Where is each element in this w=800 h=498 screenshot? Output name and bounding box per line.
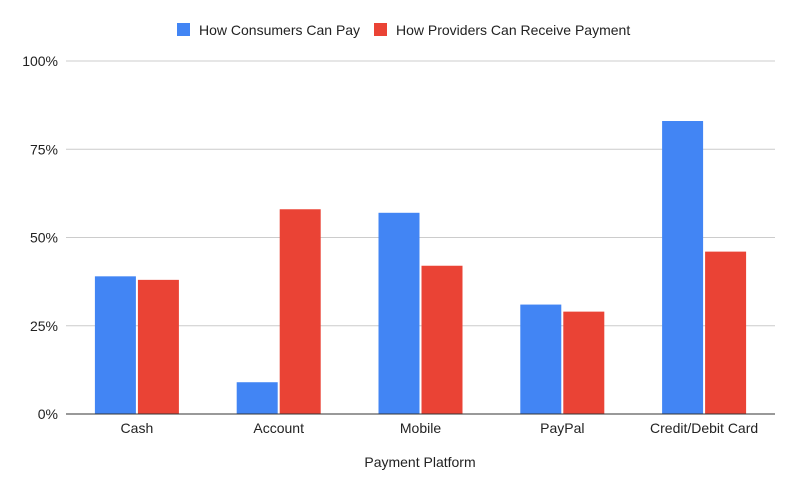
legend-label-consumers: How Consumers Can Pay: [199, 22, 360, 38]
legend: How Consumers Can Pay How Providers Can …: [177, 22, 630, 38]
bar-providers: [705, 251, 747, 414]
y-tick-label: 50%: [30, 230, 58, 246]
bar-consumers: [236, 382, 278, 414]
bar-providers: [563, 311, 605, 414]
y-tick-label: 100%: [22, 53, 58, 69]
legend-swatch-providers: [374, 23, 387, 36]
bar-consumers: [662, 121, 704, 414]
legend-swatch-consumers: [177, 23, 190, 36]
x-tick-label: PayPal: [540, 420, 584, 436]
x-axis-title: Payment Platform: [364, 454, 475, 470]
x-tick-label: Credit/Debit Card: [650, 420, 758, 436]
x-tick-label: Mobile: [400, 420, 441, 436]
y-axis-ticks: 0% 25% 50% 75% 100%: [22, 53, 58, 422]
bar-consumers: [94, 276, 136, 414]
legend-label-providers: How Providers Can Receive Payment: [396, 22, 630, 38]
x-tick-label: Account: [253, 420, 304, 436]
x-axis-ticks: Cash Account Mobile PayPal Credit/Debit Card: [121, 420, 759, 436]
bars: [94, 121, 747, 414]
bar-consumers: [378, 212, 420, 414]
x-tick-label: Cash: [121, 420, 154, 436]
gridlines: [66, 60, 775, 327]
bar-consumers: [520, 304, 562, 414]
y-tick-label: 0%: [38, 406, 58, 422]
y-tick-label: 25%: [30, 318, 58, 334]
bar-providers: [279, 209, 321, 414]
y-tick-label: 75%: [30, 141, 58, 157]
bar-providers: [421, 265, 463, 414]
bar-providers: [137, 279, 179, 414]
